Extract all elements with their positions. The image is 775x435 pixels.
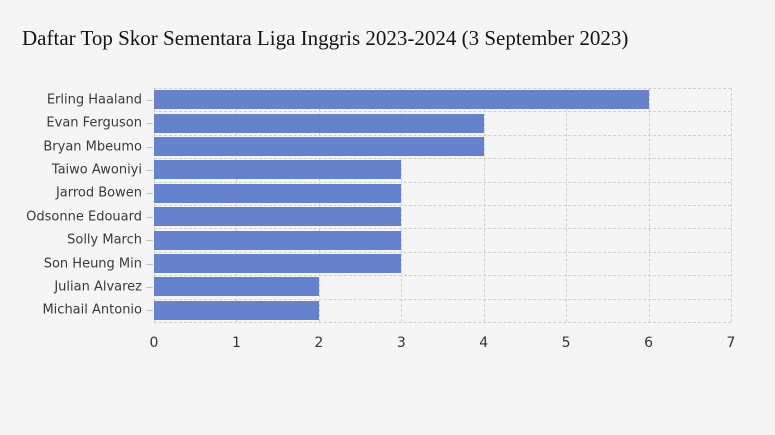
- y-tick-julian-alvarez: [146, 286, 153, 288]
- y-label-michail-antonio: Michail Antonio: [42, 302, 142, 318]
- bar-erling-haaland: [154, 90, 649, 110]
- y-label-taiwo-awoniyi: Taiwo Awoniyi: [51, 162, 142, 178]
- y-tick-jarrod-bowen: [146, 193, 153, 195]
- y-tick-evan-ferguson: [146, 123, 153, 125]
- x-tick-label-4: 4: [479, 335, 489, 351]
- y-label-evan-ferguson: Evan Ferguson: [46, 115, 142, 131]
- horizontal-gridline-1: [154, 111, 731, 113]
- x-tick-label-2: 2: [314, 335, 324, 351]
- horizontal-gridline-4: [154, 181, 731, 183]
- horizontal-gridline-9: [154, 298, 731, 300]
- y-tick-taiwo-awoniyi: [146, 169, 153, 171]
- bar-evan-ferguson: [154, 113, 484, 133]
- bar-odsonne-edouard: [154, 207, 402, 227]
- y-tick-bryan-mbeumo: [146, 146, 153, 148]
- bar-julian-alvarez: [154, 277, 319, 297]
- plot-area: [154, 88, 732, 323]
- x-tick-label-5: 5: [561, 335, 571, 351]
- y-label-odsonne-edouard: Odsonne Edouard: [26, 209, 142, 225]
- y-label-son-heung-min: Son Heung Min: [43, 256, 142, 271]
- horizontal-gridline-6: [154, 228, 731, 230]
- vertical-gridline-7: [731, 88, 732, 322]
- bar-jarrod-bowen: [154, 183, 402, 203]
- y-tick-odsonne-edouard: [146, 216, 153, 218]
- y-label-julian-alvarez: Julian Alvarez: [54, 279, 142, 295]
- bar-solly-march: [154, 230, 402, 250]
- horizontal-gridline-5: [154, 205, 731, 206]
- y-label-bryan-mbeumo: Bryan Mbeumo: [43, 139, 142, 154]
- y-label-jarrod-bowen: Jarrod Bowen: [55, 185, 142, 201]
- y-label-solly-march: Solly March: [67, 232, 142, 248]
- y-tick-michail-antonio: [146, 310, 153, 312]
- horizontal-gridline-2: [154, 134, 731, 136]
- horizontal-gridline-10: [154, 322, 731, 323]
- x-tick-label-3: 3: [396, 335, 406, 351]
- bar-son-heung-min: [154, 254, 402, 273]
- y-tick-solly-march: [146, 240, 153, 242]
- bar-michail-antonio: [154, 300, 319, 320]
- x-tick-label-0: 0: [149, 335, 159, 351]
- x-tick-label-6: 6: [644, 335, 654, 351]
- x-tick-label-1: 1: [231, 335, 241, 351]
- horizontal-gridline-8: [154, 275, 731, 277]
- y-tick-son-heung-min: [146, 263, 153, 265]
- y-tick-erling-haaland: [146, 99, 153, 101]
- horizontal-gridline-0: [154, 88, 731, 89]
- horizontal-gridline-7: [154, 251, 731, 253]
- horizontal-gridline-3: [154, 158, 731, 160]
- bar-taiwo-awoniyi: [154, 160, 402, 180]
- chart-title: Daftar Top Skor Sementara Liga Inggris 2…: [22, 26, 629, 50]
- x-tick-label-7: 7: [726, 335, 736, 351]
- y-label-erling-haaland: Erling Haaland: [46, 92, 142, 108]
- bar-bryan-mbeumo: [154, 137, 484, 156]
